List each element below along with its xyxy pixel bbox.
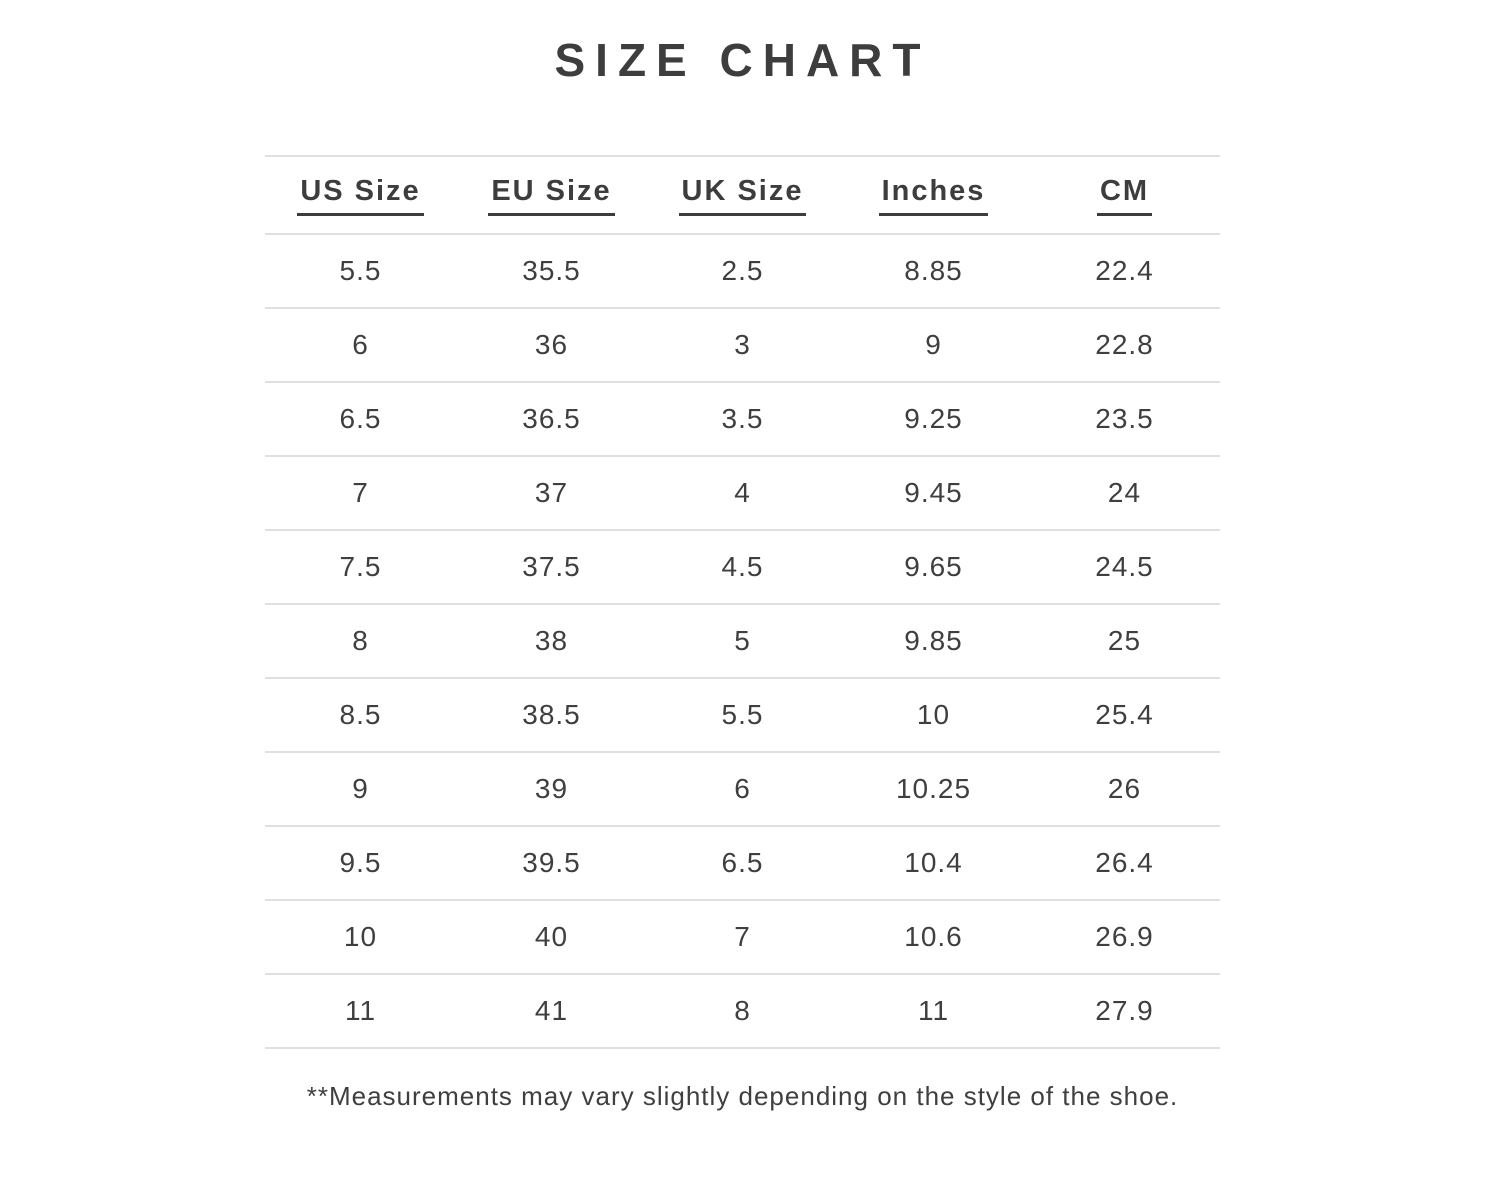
table-cell: 36.5 bbox=[522, 403, 581, 434]
table-cell: 3.5 bbox=[721, 403, 764, 434]
table-cell: 26 bbox=[1107, 773, 1142, 804]
table-cell: 5.5 bbox=[721, 699, 764, 730]
table-cell: 7 bbox=[352, 477, 369, 508]
table-cell: 7.5 bbox=[339, 551, 382, 582]
table-row: 11 41 8 11 27.9 bbox=[265, 974, 1220, 1048]
table-cell: 26.9 bbox=[1095, 921, 1154, 952]
table-cell: 26.4 bbox=[1095, 847, 1154, 878]
size-chart-page: SIZE CHART US Size EU Size UK Size Inche… bbox=[265, 34, 1220, 1112]
table-cell: 6.5 bbox=[721, 847, 764, 878]
table-cell: 27.9 bbox=[1095, 995, 1154, 1026]
table-row: 10 40 7 10.6 26.9 bbox=[265, 900, 1220, 974]
column-header-cm: CM bbox=[1029, 156, 1220, 234]
column-header-us-size: US Size bbox=[265, 156, 456, 234]
column-header-eu-size: EU Size bbox=[456, 156, 647, 234]
table-cell: 10 bbox=[343, 921, 378, 952]
table-cell: 9.65 bbox=[904, 551, 963, 582]
table-row: 9 39 6 10.25 26 bbox=[265, 752, 1220, 826]
column-header-label: EU Size bbox=[488, 175, 615, 216]
table-cell: 7 bbox=[734, 921, 751, 952]
table-row: 6.5 36.5 3.5 9.25 23.5 bbox=[265, 382, 1220, 456]
table-cell: 8 bbox=[734, 995, 751, 1026]
table-cell: 11 bbox=[917, 995, 950, 1026]
table-cell: 23.5 bbox=[1095, 403, 1154, 434]
table-cell: 9.45 bbox=[904, 477, 963, 508]
table-cell: 37 bbox=[534, 477, 569, 508]
table-cell: 9.25 bbox=[904, 403, 963, 434]
page-title: SIZE CHART bbox=[554, 34, 931, 86]
column-header-label: UK Size bbox=[678, 175, 807, 216]
table-cell: 35.5 bbox=[522, 255, 581, 286]
table-cell: 9 bbox=[352, 773, 369, 804]
table-cell: 24.5 bbox=[1095, 551, 1154, 582]
table-cell: 5 bbox=[734, 625, 751, 656]
table-cell: 9.5 bbox=[339, 847, 382, 878]
table-header: US Size EU Size UK Size Inches CM bbox=[265, 156, 1220, 234]
table-cell: 8.5 bbox=[339, 699, 382, 730]
table-row: 9.5 39.5 6.5 10.4 26.4 bbox=[265, 826, 1220, 900]
table-cell: 37.5 bbox=[522, 551, 581, 582]
size-chart-table: US Size EU Size UK Size Inches CM 5.5 35… bbox=[265, 155, 1220, 1049]
table-row: 7 37 4 9.45 24 bbox=[265, 456, 1220, 530]
column-header-label: Inches bbox=[878, 175, 989, 216]
header-row: US Size EU Size UK Size Inches CM bbox=[265, 156, 1220, 234]
table-row: 8 38 5 9.85 25 bbox=[265, 604, 1220, 678]
table-cell: 10 bbox=[916, 699, 951, 730]
table-cell: 38 bbox=[534, 625, 569, 656]
table-cell: 39.5 bbox=[522, 847, 581, 878]
table-cell: 6.5 bbox=[339, 403, 382, 434]
table-cell: 39 bbox=[534, 773, 569, 804]
table-cell: 4 bbox=[734, 477, 751, 508]
table-cell: 10.4 bbox=[904, 847, 963, 878]
table-cell: 25 bbox=[1107, 625, 1142, 656]
table-cell: 38.5 bbox=[522, 699, 581, 730]
table-cell: 41 bbox=[534, 995, 569, 1026]
table-row: 7.5 37.5 4.5 9.65 24.5 bbox=[265, 530, 1220, 604]
table-cell: 5.5 bbox=[339, 255, 382, 286]
table-cell: 10.25 bbox=[895, 773, 972, 804]
table-row: 6 36 3 9 22.8 bbox=[265, 308, 1220, 382]
table-cell: 8.85 bbox=[904, 255, 963, 286]
table-cell: 8 bbox=[352, 625, 369, 656]
table-cell: 4.5 bbox=[721, 551, 764, 582]
table-cell: 6 bbox=[352, 329, 369, 360]
table-cell: 2.5 bbox=[721, 255, 764, 286]
table-row: 5.5 35.5 2.5 8.85 22.4 bbox=[265, 234, 1220, 308]
column-header-label: US Size bbox=[297, 175, 424, 216]
table-cell: 40 bbox=[534, 921, 569, 952]
table-cell: 3 bbox=[734, 329, 751, 360]
table-body: 5.5 35.5 2.5 8.85 22.4 6 36 3 9 22.8 6.5… bbox=[265, 234, 1220, 1048]
column-header-uk-size: UK Size bbox=[647, 156, 838, 234]
column-header-label: CM bbox=[1096, 175, 1153, 216]
table-cell: 10.6 bbox=[904, 921, 963, 952]
table-cell: 22.4 bbox=[1095, 255, 1154, 286]
column-header-inches: Inches bbox=[838, 156, 1029, 234]
table-cell: 22.8 bbox=[1095, 329, 1154, 360]
footnote: **Measurements may vary slightly dependi… bbox=[306, 1081, 1179, 1111]
table-cell: 9.85 bbox=[904, 625, 963, 656]
table-cell: 25.4 bbox=[1095, 699, 1154, 730]
table-cell: 9 bbox=[925, 329, 942, 360]
table-cell: 36 bbox=[534, 329, 569, 360]
table-cell: 6 bbox=[734, 773, 751, 804]
table-cell: 11 bbox=[344, 995, 377, 1026]
table-row: 8.5 38.5 5.5 10 25.4 bbox=[265, 678, 1220, 752]
table-cell: 24 bbox=[1107, 477, 1142, 508]
